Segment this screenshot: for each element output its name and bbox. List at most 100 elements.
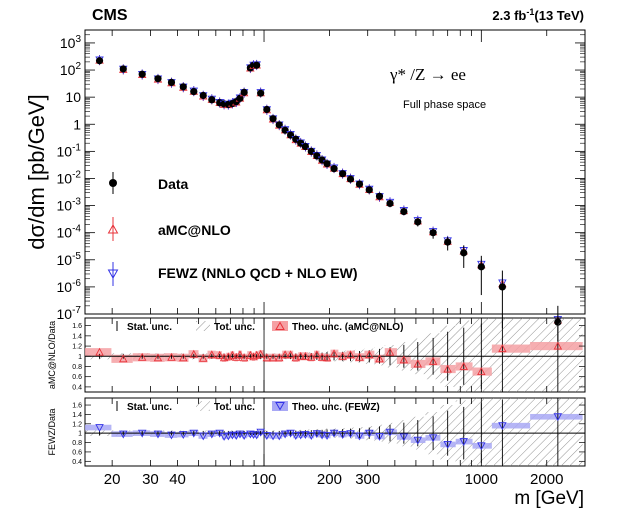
theory-uncertainty-band [221,433,227,440]
experiment-label: CMS [92,7,128,24]
ratio-point [119,430,128,439]
ratio-point [268,353,278,362]
total-uncertainty-band [472,398,492,466]
theory-uncertainty-band [111,431,133,437]
ratio-point [274,353,284,362]
theory-uncertainty-band [198,433,208,439]
y-tick-label: 10-6 [57,278,82,295]
x-tick-label: 300 [355,471,380,488]
theory-uncertainty-band [491,344,531,353]
ratio-point [365,350,374,359]
ratio-point [399,433,409,442]
lumi-exponent: -1 [526,7,534,17]
ratio-y-tick-label: 1.6 [72,403,82,410]
ratio-fewz-legend-theo: Theo. unc. (FEWZ) [292,402,380,413]
data-point [236,94,244,102]
data-point [208,96,216,104]
ratio-point [231,352,241,361]
ratio-point [329,429,339,438]
theory-uncertainty-band [263,432,270,439]
ratio-point [219,433,229,441]
ratio-point [246,350,255,359]
ratio-point [413,359,423,368]
main-plot-frame [84,29,586,315]
theory-uncertainty-band [472,367,492,376]
ratio-point [228,350,237,359]
theory-uncertainty-band [242,353,248,362]
ratio-fewz-marks [95,398,563,466]
ratio-point [498,422,507,431]
y-tick-label: 10-4 [57,224,82,241]
ratio-point [443,440,452,449]
data-point [138,70,146,78]
total-uncertainty-band [491,398,531,466]
ratio-point [553,413,563,422]
data-point [460,249,468,257]
ratio-amc-marks [95,318,563,392]
data-point [154,75,162,83]
ratio-point [307,352,316,361]
ratio-point [498,344,507,353]
ratio-point [459,362,468,370]
ratio-point [355,432,364,441]
ratio-point [346,350,355,359]
ratio-point [477,367,486,376]
theory-uncertainty-band [384,429,397,436]
data-point [429,229,437,237]
theory-uncertainty-band [85,424,112,431]
ratio-point [307,432,316,440]
data-point [281,126,289,134]
main-marks [95,54,563,342]
data-point [263,105,271,114]
theory-uncertainty-band [242,432,248,439]
y-tick-label: 10 [65,89,81,105]
phase-space-label: Full phase space [403,99,486,111]
y-tick-label: 102 [60,61,82,78]
theory-uncertainty-band [226,433,231,439]
data-point [375,192,384,200]
ratio-point [189,349,199,358]
ratio-fewz-legend: Stat. unc. Tot. unc. Theo. unc. (FEWZ) [116,401,380,413]
ratio-point [296,431,305,440]
ratio-fewz-legend-tot: Tot. unc. [214,402,255,413]
ratio-amc-legend-theo-swatch [272,321,288,331]
ratio-point [262,353,272,362]
x-tick-label: 20 [104,471,121,488]
theory-uncertainty-band [258,350,264,359]
x-tick-label: 40 [169,471,186,488]
theory-uncertainty-band [132,353,151,362]
ratio-y-tick-label: 0.4 [72,384,82,391]
data-point [257,89,265,97]
theory-uncertainty-band [472,443,492,449]
theory-uncertainty-band [150,431,165,437]
ratio-point [280,430,290,439]
ratio-point [153,353,163,362]
y-tick-label: 1 [73,116,81,132]
ratio-point [355,352,364,361]
x-tick-label: 30 [142,471,159,488]
theory-uncertainty-band [111,354,133,363]
ratio-point [198,353,208,362]
legend-amc-label: aMC@NLO [158,222,231,238]
data-point [323,160,331,168]
y-tick-label: 10-2 [57,169,82,186]
ratio-point [179,431,188,440]
data-point [339,170,347,178]
ratio-point [235,350,245,359]
ratio-y-tick-label: 0.6 [72,374,82,381]
x-tick-labels: 20 30 40 100 200 300 1000 2000 [104,471,564,488]
main-legend: Data aMC@NLO FEWZ (NNLO QCD + NLO EW) [107,172,357,286]
ratio-amc-y-axis-label: aMC@NLO/Data [47,321,57,389]
legend-amc-marker [107,217,119,241]
ratio-point [95,347,104,356]
data-point [179,83,187,91]
total-uncertainty-band [530,318,583,392]
ratio-y-tick-label: 1.2 [72,344,82,351]
data-point [240,88,248,96]
data-point [190,88,198,96]
total-uncertainty-band [530,398,583,466]
ratio-point [346,430,355,439]
data-point [365,186,373,194]
